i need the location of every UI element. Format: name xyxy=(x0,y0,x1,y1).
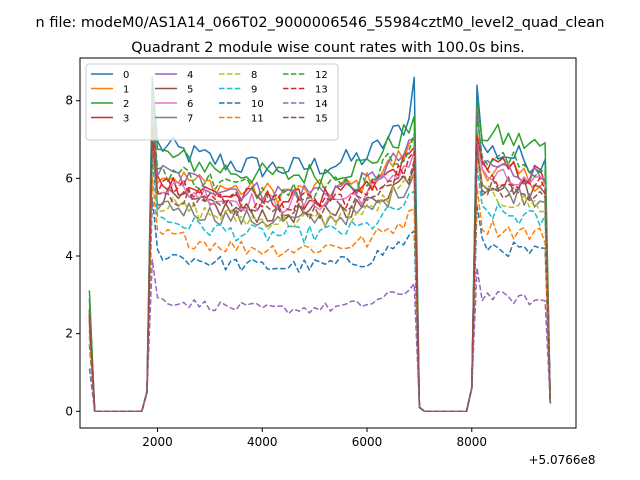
y-tick-label: 8 xyxy=(65,94,73,108)
legend-label-11: 11 xyxy=(251,114,264,125)
legend-label-13: 13 xyxy=(315,85,328,96)
x-tick-label: 6000 xyxy=(352,435,383,449)
legend-label-12: 12 xyxy=(315,70,328,81)
series-line-15 xyxy=(88,138,552,413)
x-tick-label: 8000 xyxy=(456,435,487,449)
legend-label-2: 2 xyxy=(123,99,129,110)
legend-label-4: 4 xyxy=(187,70,193,81)
y-tick-label: 4 xyxy=(65,249,73,263)
legend-label-7: 7 xyxy=(187,114,193,125)
y-tick-label: 0 xyxy=(65,404,73,418)
legend-label-1: 1 xyxy=(123,85,129,96)
legend-label-14: 14 xyxy=(315,99,328,110)
y-tick-label: 6 xyxy=(65,171,73,185)
legend-label-15: 15 xyxy=(315,114,328,125)
legend-box xyxy=(85,63,339,141)
series-line-14 xyxy=(88,259,552,413)
x-axis: 2000 4000 6000 8000 xyxy=(142,428,487,449)
x-offset-label: +5.0766e8 xyxy=(528,453,595,467)
legend-label-8: 8 xyxy=(251,70,257,81)
chart-title: Quadrant 2 module wise count rates with … xyxy=(131,40,525,56)
legend-label-6: 6 xyxy=(187,99,193,110)
legend-label-0: 0 xyxy=(123,70,129,81)
axes-frame xyxy=(79,57,577,429)
series-layer xyxy=(88,76,552,413)
figure-suptitle: n file: modeM0/AS1A14_066T02_9000006546_… xyxy=(36,15,605,31)
x-tick-label: 4000 xyxy=(247,435,278,449)
y-tick-label: 2 xyxy=(65,327,73,341)
legend-label-10: 10 xyxy=(251,99,264,110)
series-line-13 xyxy=(88,127,552,413)
x-tick-label: 2000 xyxy=(142,435,173,449)
legend-label-5: 5 xyxy=(187,85,193,96)
legend-label-3: 3 xyxy=(123,114,129,125)
y-axis: 0 2 4 6 8 xyxy=(65,94,80,418)
legend-label-9: 9 xyxy=(251,85,257,96)
